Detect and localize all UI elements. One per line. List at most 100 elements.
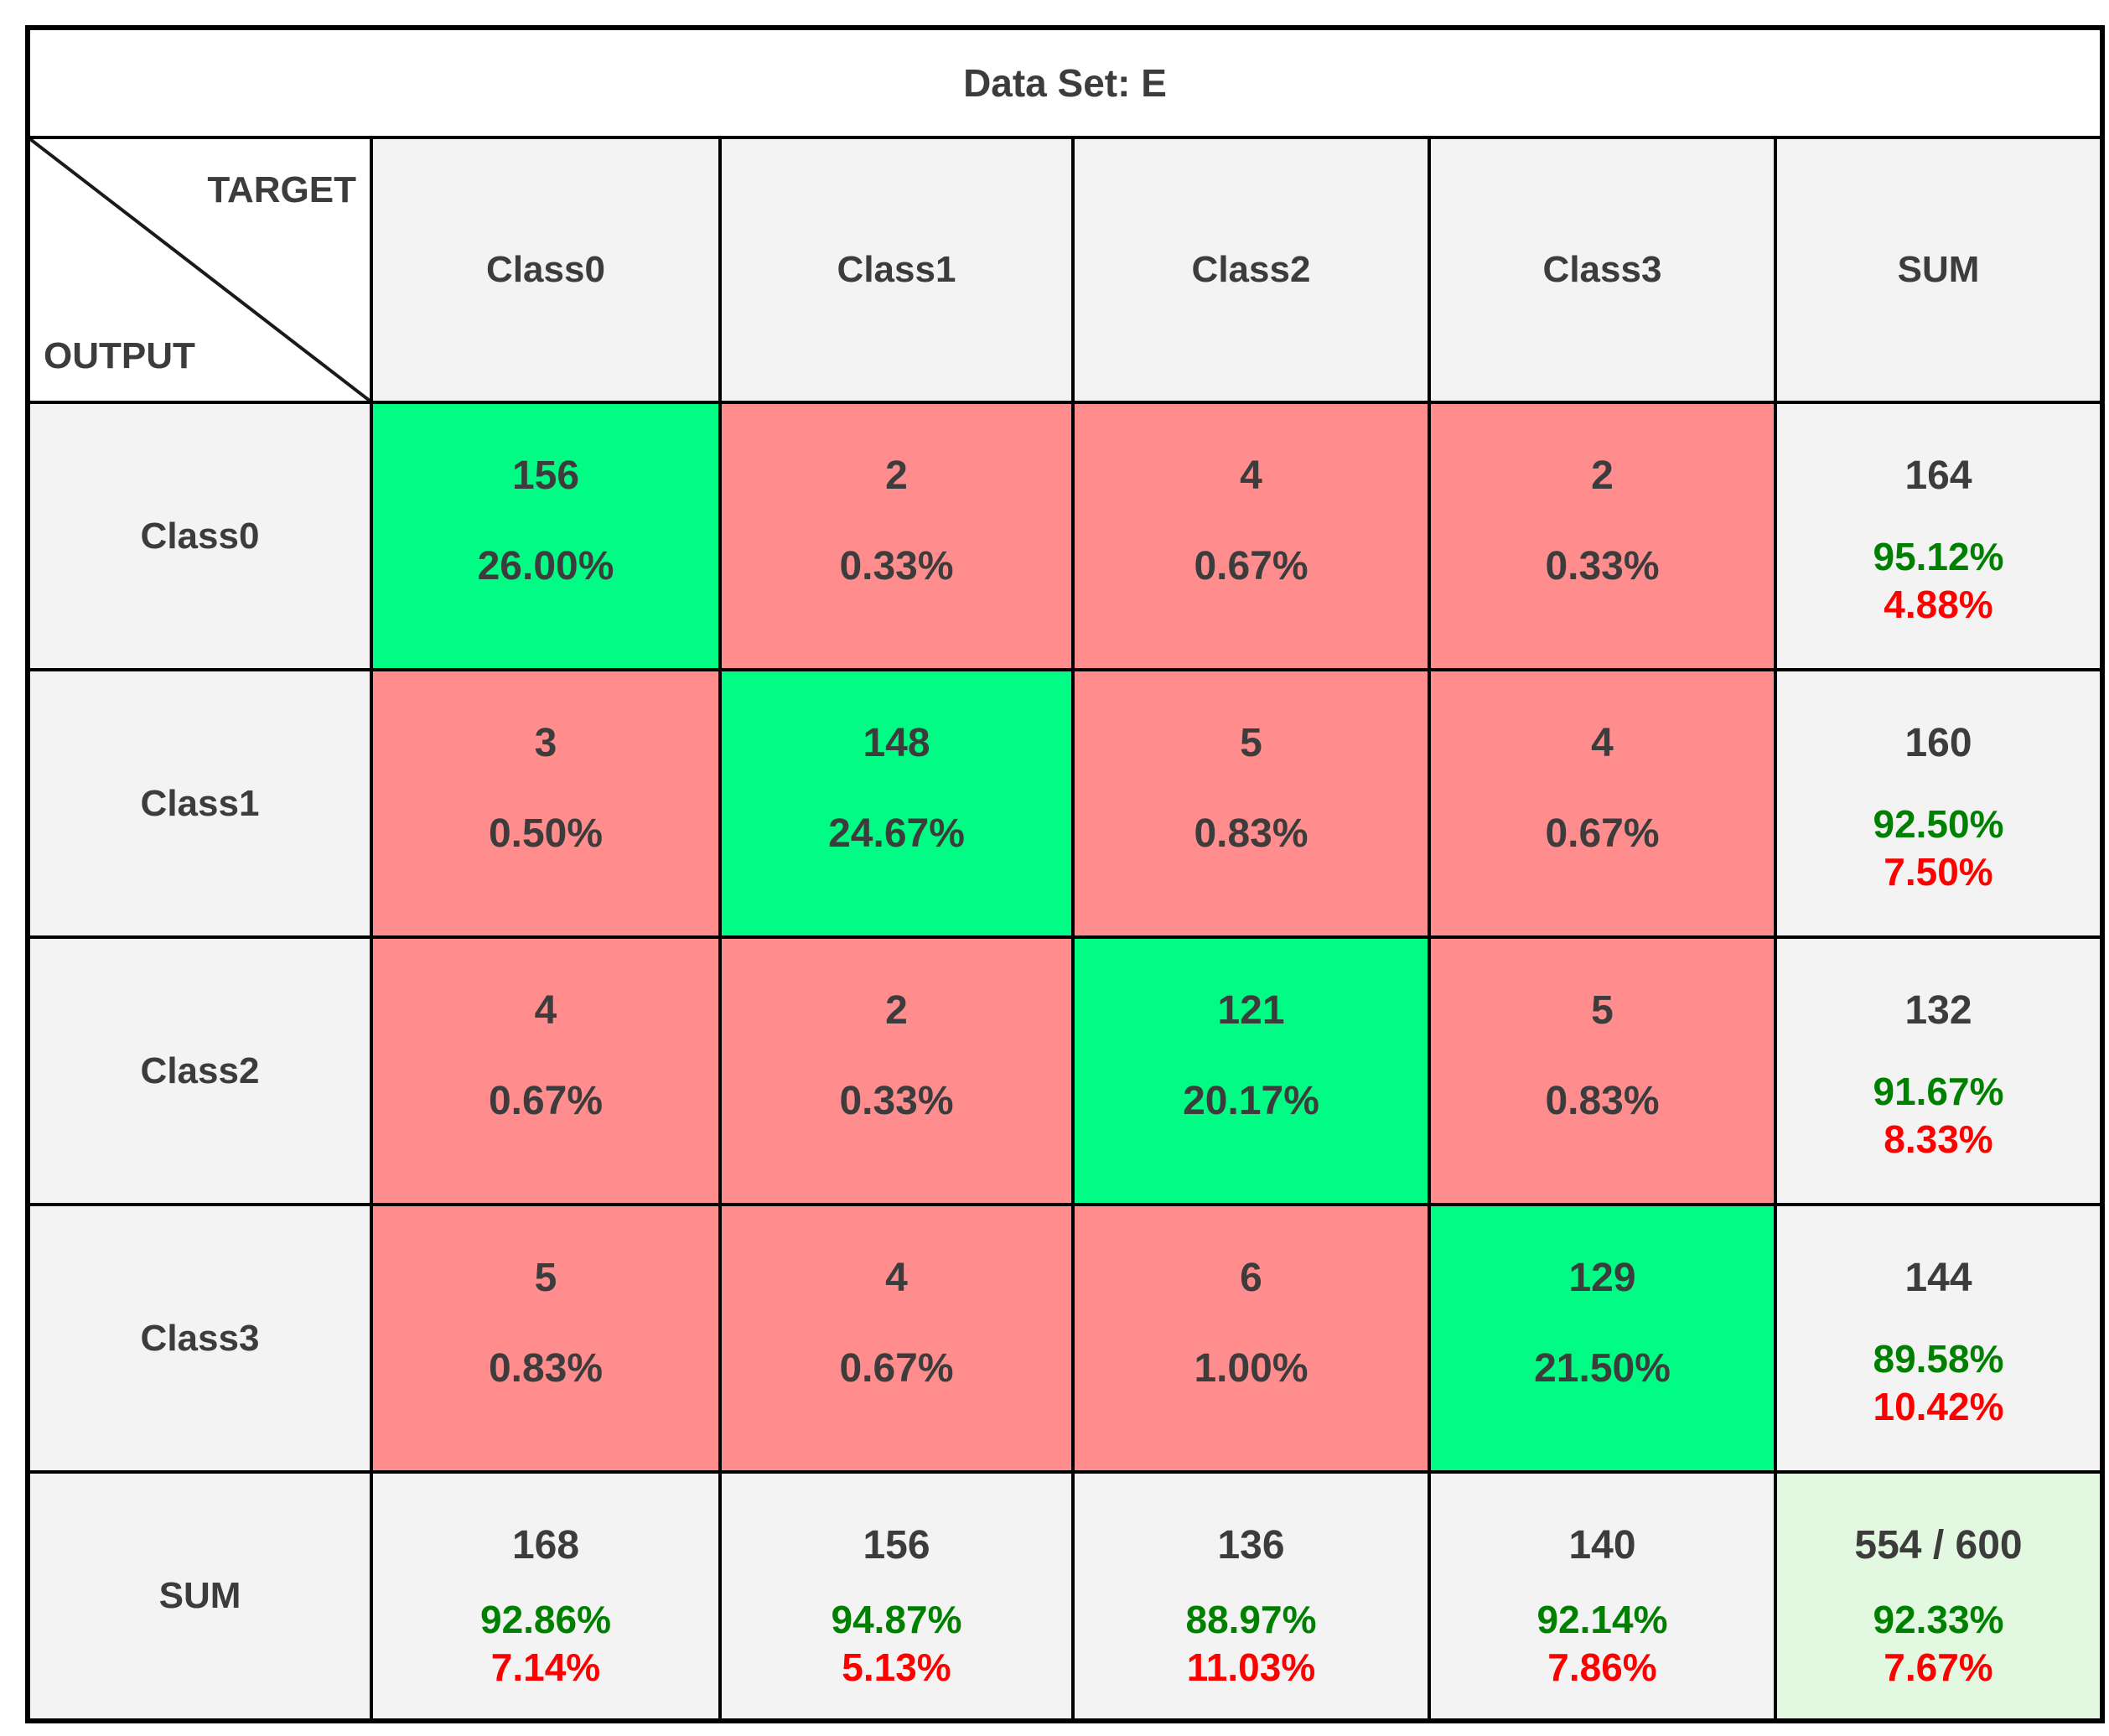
cell-count: 2 bbox=[1591, 453, 1614, 498]
confusion-matrix-table: Data Set: E TARGET OUTPUT Class0 Class1 … bbox=[25, 25, 2105, 1723]
cell-count: 5 bbox=[534, 1256, 557, 1300]
cell-count: 2 bbox=[885, 453, 908, 498]
target-axis-label: TARGET bbox=[207, 169, 356, 210]
error-pct: 5.13% bbox=[842, 1645, 951, 1689]
cell-count: 4 bbox=[1591, 721, 1614, 765]
overall-total-cell: 554 / 600 92.33% 7.67% bbox=[1777, 1474, 2100, 1718]
overall-error-pct: 7.67% bbox=[1884, 1645, 1993, 1689]
cell-pct: 0.67% bbox=[839, 1346, 954, 1391]
error-pct: 7.86% bbox=[1547, 1645, 1657, 1689]
cell-count: 156 bbox=[863, 1523, 930, 1568]
table-title: Data Set: E bbox=[30, 30, 2100, 136]
row-sum-cell: 132 91.67% 8.33% bbox=[1777, 939, 2100, 1203]
cell-count: 121 bbox=[1217, 988, 1285, 1033]
col-sum-cell: 168 92.86% 7.14% bbox=[373, 1474, 718, 1718]
col-sum-cell: 140 92.14% 7.86% bbox=[1431, 1474, 1774, 1718]
row-header-class0: Class0 bbox=[30, 404, 370, 668]
col-header-class1: Class1 bbox=[722, 139, 1071, 401]
matrix-cell: 2 0.33% bbox=[722, 404, 1071, 668]
cell-count: 3 bbox=[534, 721, 557, 765]
row-header-class2: Class2 bbox=[30, 939, 370, 1203]
matrix-cell: 148 24.67% bbox=[722, 671, 1071, 935]
matrix-cell: 3 0.50% bbox=[373, 671, 718, 935]
matrix-cell: 2 0.33% bbox=[1431, 404, 1774, 668]
cell-count: 156 bbox=[511, 453, 580, 498]
cell-count: 5 bbox=[1240, 721, 1262, 765]
cell-pct: 0.83% bbox=[1545, 1079, 1660, 1123]
row-header-class3: Class3 bbox=[30, 1206, 370, 1470]
recall-pct: 92.14% bbox=[1536, 1598, 1668, 1641]
error-pct: 8.33% bbox=[1884, 1117, 1993, 1161]
precision-pct: 89.58% bbox=[1873, 1337, 2004, 1381]
overall-accuracy-pct: 92.33% bbox=[1873, 1598, 2004, 1641]
cell-pct: 0.83% bbox=[488, 1346, 604, 1391]
col-header-class3: Class3 bbox=[1431, 139, 1774, 401]
matrix-cell: 5 0.83% bbox=[1431, 939, 1774, 1203]
precision-pct: 95.12% bbox=[1873, 535, 2004, 578]
col-header-class2: Class2 bbox=[1075, 139, 1428, 401]
recall-pct: 94.87% bbox=[831, 1598, 962, 1641]
row-sum-cell: 164 95.12% 4.88% bbox=[1777, 404, 2100, 668]
recall-pct: 88.97% bbox=[1185, 1598, 1317, 1641]
col-header-sum: SUM bbox=[1777, 139, 2100, 401]
matrix-cell: 4 0.67% bbox=[373, 939, 718, 1203]
precision-pct: 92.50% bbox=[1873, 802, 2004, 846]
cell-count: 5 bbox=[1591, 988, 1614, 1033]
cell-count: 4 bbox=[1240, 453, 1262, 498]
cell-pct: 0.33% bbox=[839, 544, 954, 588]
matrix-cell: 121 20.17% bbox=[1075, 939, 1428, 1203]
cell-count: 4 bbox=[534, 988, 557, 1033]
cell-count: 168 bbox=[511, 1523, 580, 1568]
recall-pct: 92.86% bbox=[479, 1598, 611, 1641]
col-sum-cell: 136 88.97% 11.03% bbox=[1075, 1474, 1428, 1718]
matrix-cell: 5 0.83% bbox=[1075, 671, 1428, 935]
error-pct: 7.50% bbox=[1884, 850, 1993, 894]
cell-pct: 0.67% bbox=[1545, 811, 1660, 856]
cell-count: 132 bbox=[1904, 988, 1972, 1033]
error-pct: 7.14% bbox=[490, 1645, 601, 1689]
row-sum-cell: 144 89.58% 10.42% bbox=[1777, 1206, 2100, 1470]
cell-pct: 0.50% bbox=[488, 811, 604, 856]
cell-count: 2 bbox=[885, 988, 908, 1033]
output-axis-label: OUTPUT bbox=[44, 335, 195, 376]
cell-count: 164 bbox=[1904, 453, 1972, 498]
precision-pct: 91.67% bbox=[1873, 1070, 2004, 1113]
matrix-cell: 2 0.33% bbox=[722, 939, 1071, 1203]
error-pct: 10.42% bbox=[1873, 1385, 2004, 1428]
cell-pct: 26.00% bbox=[477, 544, 614, 588]
cell-count: 129 bbox=[1568, 1256, 1636, 1300]
col-header-class0: Class0 bbox=[373, 139, 718, 401]
cell-pct: 0.33% bbox=[1545, 544, 1660, 588]
cell-count: 140 bbox=[1568, 1523, 1636, 1568]
cell-pct: 0.33% bbox=[839, 1079, 954, 1123]
matrix-cell: 4 0.67% bbox=[1431, 671, 1774, 935]
row-header-class1: Class1 bbox=[30, 671, 370, 935]
diagonal-line-icon bbox=[30, 139, 370, 401]
cell-pct: 24.67% bbox=[828, 811, 965, 856]
cell-count: 136 bbox=[1217, 1523, 1285, 1568]
cell-count: 4 bbox=[885, 1256, 908, 1300]
overall-count: 554 / 600 bbox=[1854, 1523, 2023, 1568]
cell-pct: 0.67% bbox=[1194, 544, 1308, 588]
cell-pct: 21.50% bbox=[1534, 1346, 1671, 1391]
row-sum-cell: 160 92.50% 7.50% bbox=[1777, 671, 2100, 935]
cell-count: 160 bbox=[1904, 721, 1972, 765]
cell-count: 148 bbox=[863, 721, 930, 765]
error-pct: 4.88% bbox=[1884, 583, 1993, 626]
col-sum-cell: 156 94.87% 5.13% bbox=[722, 1474, 1071, 1718]
row-header-sum: SUM bbox=[30, 1474, 370, 1718]
cell-pct: 0.67% bbox=[488, 1079, 604, 1123]
matrix-cell: 5 0.83% bbox=[373, 1206, 718, 1470]
error-pct: 11.03% bbox=[1186, 1645, 1316, 1689]
cell-pct: 0.83% bbox=[1194, 811, 1308, 856]
corner-cell: TARGET OUTPUT bbox=[30, 139, 370, 401]
matrix-cell: 129 21.50% bbox=[1431, 1206, 1774, 1470]
matrix-cell: 6 1.00% bbox=[1075, 1206, 1428, 1470]
cell-pct: 1.00% bbox=[1194, 1346, 1308, 1391]
cell-count: 144 bbox=[1904, 1256, 1972, 1300]
matrix-cell: 4 0.67% bbox=[722, 1206, 1071, 1470]
cell-count: 6 bbox=[1240, 1256, 1262, 1300]
cell-pct: 20.17% bbox=[1183, 1079, 1319, 1123]
matrix-cell: 156 26.00% bbox=[373, 404, 718, 668]
matrix-cell: 4 0.67% bbox=[1075, 404, 1428, 668]
